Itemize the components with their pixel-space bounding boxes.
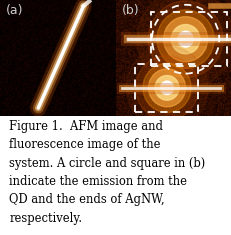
- Bar: [134, 64, 198, 112]
- Circle shape: [154, 75, 178, 100]
- Circle shape: [126, 46, 207, 130]
- Circle shape: [156, 10, 213, 68]
- Circle shape: [137, 0, 231, 89]
- Text: Figure 1.  AFM image and: Figure 1. AFM image and: [9, 120, 163, 133]
- Text: QD and the ends of AgNW,: QD and the ends of AgNW,: [9, 193, 164, 207]
- Circle shape: [135, 55, 198, 120]
- Bar: [150, 12, 226, 67]
- Circle shape: [170, 24, 199, 54]
- Circle shape: [142, 63, 190, 113]
- Text: (b): (b): [121, 4, 139, 17]
- Circle shape: [163, 17, 207, 62]
- Text: indicate the emission from the: indicate the emission from the: [9, 175, 186, 188]
- Circle shape: [148, 1, 222, 78]
- Text: respectively.: respectively.: [9, 212, 82, 225]
- Circle shape: [148, 69, 185, 107]
- Circle shape: [160, 81, 173, 94]
- Text: system. A circle and square in (b): system. A circle and square in (b): [9, 157, 205, 170]
- Text: fluorescence image of the: fluorescence image of the: [9, 138, 160, 151]
- Circle shape: [177, 31, 192, 47]
- Text: (a): (a): [6, 4, 23, 17]
